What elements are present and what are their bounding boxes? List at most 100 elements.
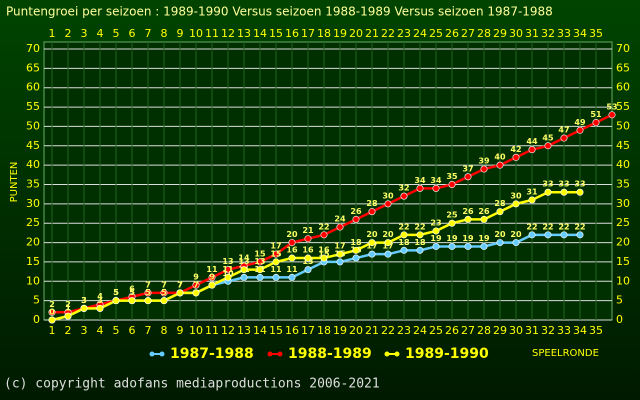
point-label: 23 xyxy=(430,218,441,227)
y-tick-label: 40 xyxy=(26,158,40,171)
point xyxy=(512,200,520,208)
legend-dot xyxy=(277,351,283,357)
point xyxy=(448,219,456,227)
point xyxy=(480,242,488,250)
point xyxy=(192,281,200,289)
point-label: 7 xyxy=(177,280,183,289)
point xyxy=(576,188,584,196)
x-top-tick-label: 5 xyxy=(113,27,120,40)
point-label: 11 xyxy=(206,265,218,274)
point-label: 5 xyxy=(145,288,151,297)
x-top-tick-label: 31 xyxy=(525,27,539,40)
point-label: 33 xyxy=(542,180,553,189)
point xyxy=(512,153,520,161)
x-tick-label: 34 xyxy=(573,324,587,337)
y2-tick-label: 50 xyxy=(616,119,630,132)
point xyxy=(48,316,56,324)
point-label: 1 xyxy=(65,304,71,313)
point-label: 44 xyxy=(526,137,538,146)
x-top-tick-label: 32 xyxy=(541,27,555,40)
point-label: 16 xyxy=(302,246,314,255)
point-label: 40 xyxy=(494,153,506,162)
point xyxy=(192,289,200,297)
x-axis-label: SPEELRONDE xyxy=(532,348,599,359)
point-label: 19 xyxy=(430,234,442,243)
point-label: 7 xyxy=(177,280,183,289)
point-label: 45 xyxy=(542,133,554,142)
point-label: 34 xyxy=(414,176,426,185)
x-top-tick-label: 10 xyxy=(189,27,203,40)
point-label: 33 xyxy=(558,180,569,189)
x-tick-label: 27 xyxy=(461,324,475,337)
y2-tick-label: 40 xyxy=(616,158,630,171)
y-tick-label: 30 xyxy=(26,197,40,210)
point xyxy=(480,215,488,223)
point xyxy=(208,281,216,289)
point-label: 5 xyxy=(161,288,167,297)
x-tick-label: 1 xyxy=(49,324,56,337)
point-label: 5 xyxy=(129,288,135,297)
point xyxy=(384,239,392,247)
x-tick-label: 15 xyxy=(269,324,283,337)
point-label: 7 xyxy=(177,280,183,289)
point-label: 3 xyxy=(81,296,87,305)
point xyxy=(144,289,152,297)
point-label: 26 xyxy=(462,207,474,216)
y-tick-label: 50 xyxy=(26,119,40,132)
x-top-tick-label: 20 xyxy=(349,27,363,40)
x-tick-label: 14 xyxy=(253,324,267,337)
x-tick-label: 5 xyxy=(113,324,120,337)
x-top-tick-label: 21 xyxy=(365,27,379,40)
point-label: 20 xyxy=(382,230,394,239)
point xyxy=(352,246,360,254)
point-label: 22 xyxy=(574,222,585,231)
point-label: 9 xyxy=(193,273,199,282)
x-tick-label: 17 xyxy=(301,324,315,337)
point-label: 31 xyxy=(526,187,538,196)
x-tick-label: 20 xyxy=(349,324,363,337)
legend-label: 1987-1988 xyxy=(170,346,254,362)
point xyxy=(240,266,248,274)
point-label: 3 xyxy=(97,296,103,305)
point-label: 25 xyxy=(446,211,458,220)
point xyxy=(496,208,504,216)
x-tick-label: 23 xyxy=(397,324,411,337)
point xyxy=(352,215,360,223)
x-tick-label: 18 xyxy=(317,324,331,337)
x-tick-label: 8 xyxy=(161,324,168,337)
x-top-tick-label: 29 xyxy=(493,27,507,40)
point xyxy=(224,266,232,274)
point xyxy=(336,250,344,258)
point-label: 13 xyxy=(222,257,233,266)
point xyxy=(144,297,152,305)
x-top-tick-label: 12 xyxy=(221,27,235,40)
point-label: 28 xyxy=(494,199,506,208)
point xyxy=(560,188,568,196)
point xyxy=(272,250,280,258)
y-tick-label: 35 xyxy=(26,178,40,191)
point xyxy=(288,273,296,281)
y-tick-label: 0 xyxy=(33,313,40,326)
point-label: 19 xyxy=(462,234,474,243)
point-label: 37 xyxy=(462,164,473,173)
x-tick-label: 9 xyxy=(177,324,184,337)
point-label: 33 xyxy=(574,180,585,189)
x-top-tick-label: 6 xyxy=(129,27,136,40)
x-tick-label: 13 xyxy=(237,324,251,337)
point-label: 11 xyxy=(286,265,298,274)
legend-dot xyxy=(267,351,273,357)
point xyxy=(384,250,392,258)
point-label: 7 xyxy=(193,280,199,289)
point xyxy=(416,246,424,254)
point xyxy=(528,196,536,204)
point-label: 3 xyxy=(81,296,87,305)
y2-tick-label: 15 xyxy=(616,255,630,268)
y-tick-label: 60 xyxy=(26,81,40,94)
x-tick-label: 19 xyxy=(333,324,347,337)
point-label: 22 xyxy=(526,222,537,231)
point xyxy=(512,239,520,247)
point xyxy=(496,161,504,169)
y2-tick-label: 60 xyxy=(616,81,630,94)
legend-label: 1989-1990 xyxy=(405,346,489,362)
